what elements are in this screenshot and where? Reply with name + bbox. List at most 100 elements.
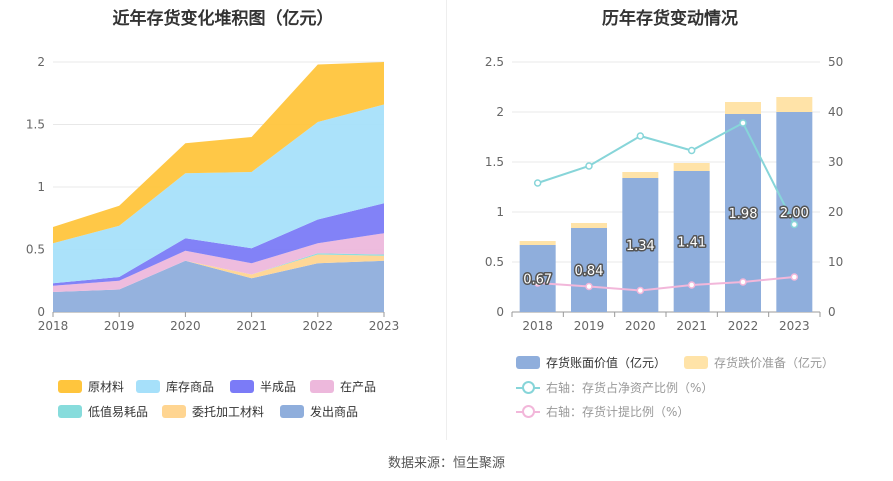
legend-label: 存货跌价准备（亿元）	[714, 356, 835, 370]
area-库存商品	[53, 104, 384, 284]
y2-tick-label: 20	[828, 205, 843, 219]
legend-swatch	[58, 380, 82, 393]
y-tick-label: 0.5	[485, 255, 504, 269]
x-tick-label: 2020	[170, 319, 201, 333]
x-tick-label: 2023	[369, 319, 400, 333]
line-point	[533, 279, 542, 287]
y2-tick-label: 50	[828, 55, 843, 69]
line-net-assets-ratio	[537, 121, 796, 225]
legend-label: 发出商品	[310, 405, 359, 419]
legend-swatch	[684, 356, 708, 369]
area-委托加工材料	[53, 254, 384, 292]
panel-divider	[446, 0, 447, 440]
bar-book-value	[571, 228, 607, 312]
line-point	[585, 162, 593, 170]
legend-label: 右轴：存货占净资产比例（%）	[546, 381, 714, 395]
legend-label: 库存商品	[166, 380, 215, 394]
legend-swatch	[136, 380, 160, 393]
legend-item-provision-ratio[interactable]: 右轴：存货计提比例（%）	[516, 403, 689, 420]
line-point	[739, 278, 747, 286]
y-tick-label: 0.5	[26, 243, 45, 257]
line-point	[739, 119, 747, 127]
legend-item-wip[interactable]: 在产品	[310, 378, 376, 395]
bar-impairment	[725, 102, 761, 114]
y-tick-label: 2	[37, 55, 45, 69]
line-point	[687, 281, 696, 289]
legend-label: 存货账面价值（亿元）	[546, 356, 667, 370]
data-source: 数据来源：恒生聚源	[387, 456, 505, 471]
legend-label: 低值易耗品	[88, 405, 149, 419]
legend-item-raw-material[interactable]: 原材料	[58, 378, 124, 395]
legend-swatch	[230, 380, 254, 393]
line-point	[790, 273, 799, 281]
legend-line-marker	[516, 405, 540, 418]
legend-swatch	[58, 405, 82, 418]
bar-line-chart: 0 0.5 1 1.5 2 2.5 0 10 20 30 40 50 2018 2019 2020 2021 2…	[485, 55, 843, 333]
legend-label: 委托加工材料	[192, 405, 265, 419]
legend-item-consumables[interactable]: 低值易耗品	[58, 403, 148, 420]
y-tick-label: 1	[496, 205, 504, 219]
x-tick-label: 2018	[522, 319, 553, 333]
legend-label: 原材料	[88, 380, 125, 394]
line-point	[790, 220, 799, 229]
y-tick-label: 0	[496, 305, 504, 319]
line-point	[585, 282, 593, 291]
legend-item-consigned-materials[interactable]: 委托加工材料	[162, 403, 264, 420]
y-tick-label: 1.5	[26, 118, 45, 132]
x-tick-label: 2022	[728, 319, 759, 333]
legend-swatch	[280, 405, 304, 418]
line-point	[636, 286, 645, 295]
bar-book-value	[519, 245, 556, 312]
legend-label: 半成品	[260, 380, 297, 394]
y2-tick-label: 40	[828, 105, 843, 119]
y2-tick-label: 0	[828, 305, 836, 319]
line-provision-ratio	[537, 276, 795, 292]
bar-impairment	[776, 97, 813, 112]
bar-impairment	[571, 223, 607, 228]
area-半成品	[53, 203, 384, 286]
y-tick-label: 1.5	[485, 155, 504, 169]
y2-tick-label: 10	[828, 255, 843, 269]
legend-item-goods-shipped[interactable]: 发出商品	[280, 403, 358, 420]
bar-value-label: 1.41	[677, 236, 706, 251]
left-chart-title: 近年存货变化堆积图（亿元）	[112, 9, 334, 29]
legend-item-book-value[interactable]: 存货账面价值（亿元）	[516, 354, 666, 371]
legend-item-finished-goods[interactable]: 库存商品	[136, 378, 214, 395]
legend-item-semi-finished[interactable]: 半成品	[230, 378, 296, 395]
bar-impairment	[519, 241, 556, 245]
x-tick-label: 2020	[625, 319, 656, 333]
area-在产品	[53, 233, 384, 292]
y2-tick-label: 30	[828, 155, 843, 169]
area-原材料	[53, 62, 384, 244]
bar-value-label: 2.00	[780, 206, 809, 221]
legend-swatch	[310, 380, 334, 393]
legend-label: 右轴：存货计提比例（%）	[546, 405, 690, 419]
bar-impairment	[673, 163, 710, 171]
stacked-area-chart: 0 0.5 1 1.5 2 2018 2019 2020 2021 2022 2023	[26, 55, 400, 333]
line-point	[636, 132, 645, 140]
x-tick-label: 2022	[303, 319, 334, 333]
legend-item-inventory-net-assets-ratio[interactable]: 右轴：存货占净资产比例（%）	[516, 379, 713, 396]
right-chart-title: 历年存货变动情况	[602, 9, 738, 29]
x-tick-label: 2019	[104, 319, 135, 333]
area-发出商品	[53, 260, 384, 312]
x-tick-label: 2021	[676, 319, 707, 333]
bar-value-label: 1.98	[729, 207, 758, 222]
y-tick-label: 2.5	[485, 55, 504, 69]
y-tick-label: 2	[496, 105, 504, 119]
legend-label: 在产品	[340, 380, 377, 394]
legend-swatch	[162, 405, 186, 418]
x-tick-label: 2019	[574, 319, 605, 333]
x-tick-label: 2021	[236, 319, 267, 333]
y-tick-label: 0	[37, 305, 45, 319]
legend-swatch	[516, 356, 540, 369]
line-point	[687, 146, 696, 155]
bar-value-label: 0.84	[575, 264, 604, 279]
bar-value-label: 1.34	[626, 239, 655, 254]
bar-impairment	[622, 172, 659, 178]
legend-line-marker	[516, 381, 540, 394]
legend-item-impairment[interactable]: 存货跌价准备（亿元）	[684, 354, 834, 371]
y-tick-label: 1	[37, 180, 45, 194]
bar-value-label: 0.67	[523, 273, 552, 288]
